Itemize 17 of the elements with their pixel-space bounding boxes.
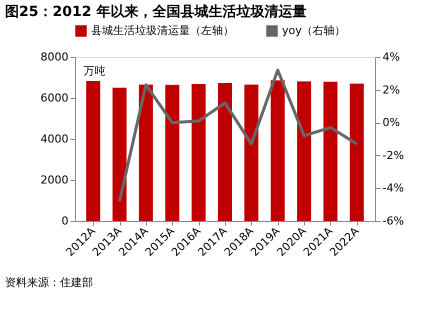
text: 资料来源：住建部 bbox=[5, 276, 93, 289]
y2-tick-label: -4% bbox=[382, 182, 404, 195]
y-axis-title: 万吨 bbox=[84, 64, 106, 78]
chart-title: 图25：2012 年以来，全国县城生活垃圾清运量 bbox=[5, 4, 306, 20]
legend-label: 县城生活垃圾清运量（左轴） bbox=[91, 24, 234, 37]
legend-label: yoy（右轴） bbox=[282, 24, 346, 37]
y-tick-label: 0 bbox=[62, 214, 68, 228]
y-tick-label: 8000 bbox=[40, 50, 68, 64]
y2-tick-label: 0% bbox=[382, 116, 400, 130]
y-tick-label: 2000 bbox=[40, 174, 68, 186]
line-series bbox=[118, 68, 358, 203]
y2-tick-label: -2% bbox=[382, 148, 404, 162]
y2-tick-label: -6% bbox=[382, 214, 404, 228]
y-tick-label: 4000 bbox=[40, 132, 68, 146]
y-tick-label: 6000 bbox=[40, 92, 68, 104]
y2-tick-label: 4% bbox=[382, 50, 400, 64]
y2-tick-label: 2% bbox=[382, 83, 400, 96]
